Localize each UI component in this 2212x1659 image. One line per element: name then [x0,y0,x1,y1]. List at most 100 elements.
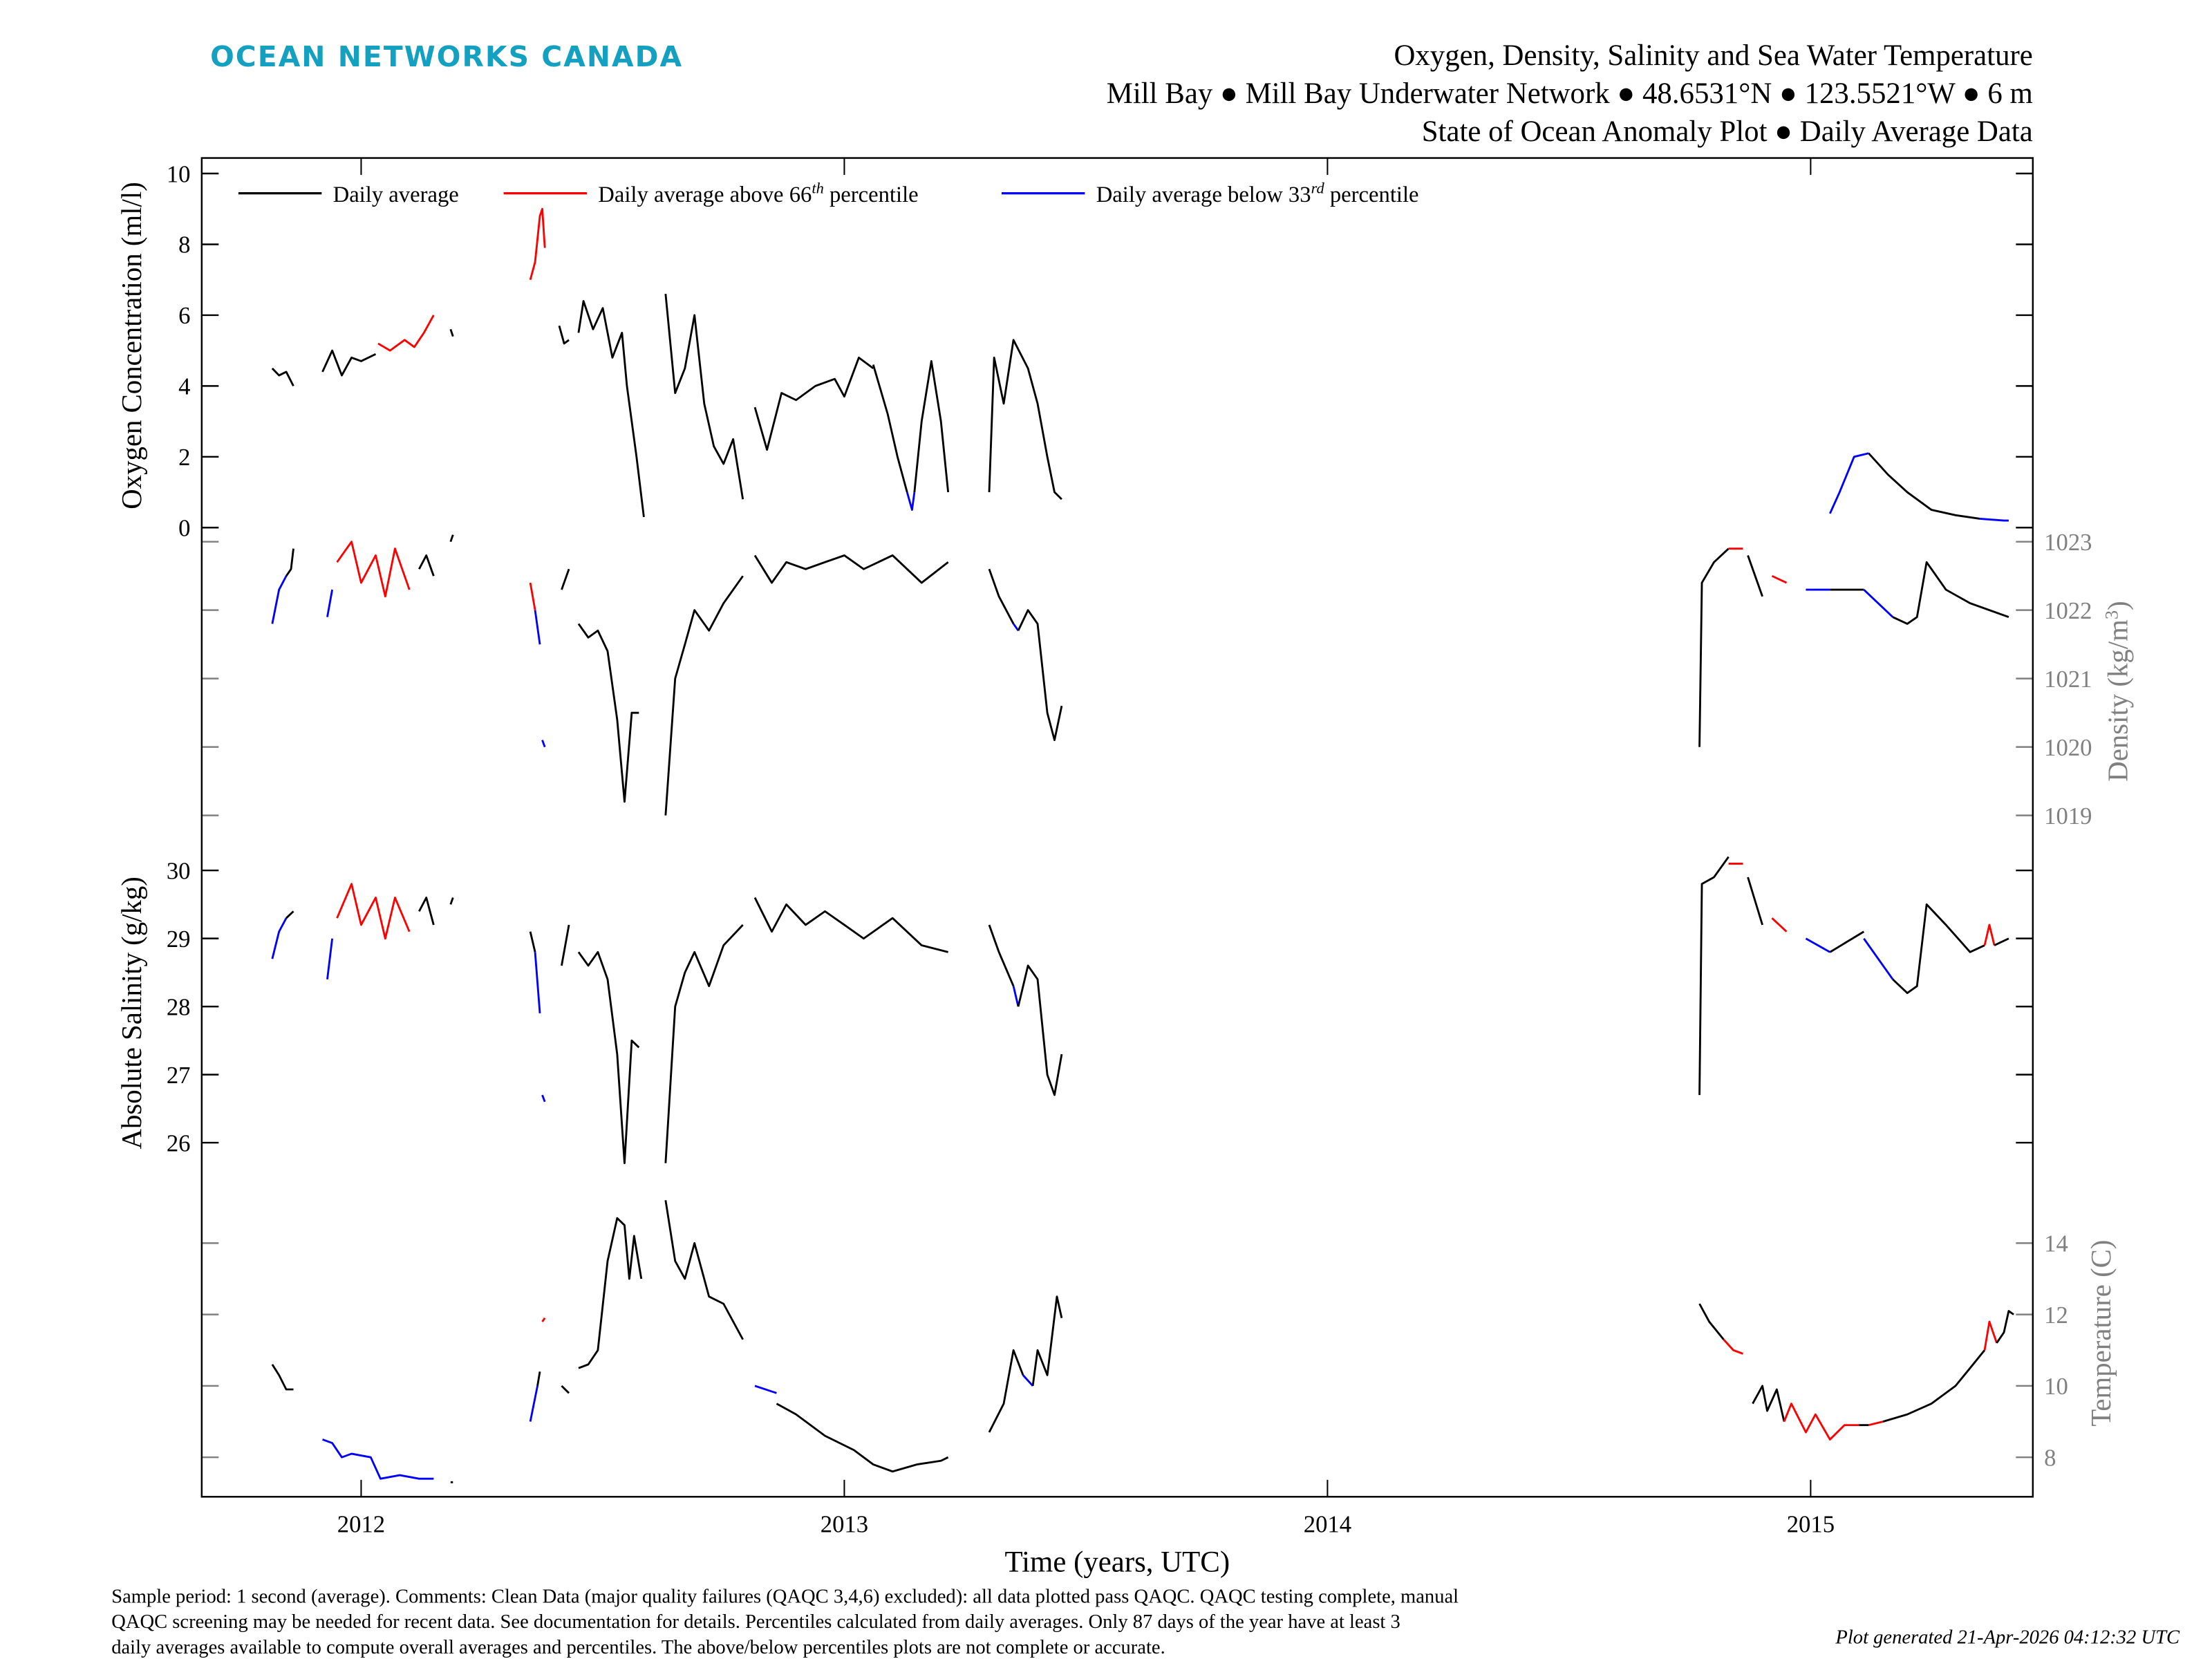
salinity-series-above [1983,924,1996,946]
oxygen-series-daily [913,360,950,493]
legend: Daily average Daily average above 66th pe… [238,180,1419,207]
temperature-series-daily [271,1364,294,1391]
density-axis-label: Density (kg/m3) [2101,601,2133,781]
salinity-tick-label: 28 [167,993,191,1020]
legend-label-sup: rd [1311,180,1325,197]
density-series-daily [753,554,949,584]
density-series-daily [577,623,639,803]
temperature-tick-label: 14 [2044,1230,2068,1257]
oxygen-axis-label-text: Oxygen Concentration (ml/l) [116,182,147,509]
density-series-below [326,589,334,617]
oxygen-series-above [529,207,546,281]
salinity-tick-label: 26 [167,1130,191,1156]
temperature-series-below [529,1385,538,1422]
density-series-daily [561,568,570,590]
oxygen-tick-label: 10 [167,160,191,187]
temperature-series-daily [776,1403,949,1473]
temperature-series-daily [561,1385,570,1394]
oxygen-tick-label: 6 [178,302,190,329]
oxygen-series-below [906,491,916,511]
salinity-series-below [1863,937,1894,980]
salinity-series-daily [1994,937,2009,946]
oxygen-series-below [1829,452,1869,514]
oxygen-series-daily [271,367,294,387]
x-axis-label: Time (years, UTC) [1004,1546,1230,1578]
salinity-series-daily [1747,877,1763,926]
temperature-axis-label: Temperature (C) [2086,1240,2117,1427]
temperature-series-daily [1031,1295,1063,1387]
legend-label-sup: th [812,180,823,197]
temperature-series-daily [664,1200,744,1340]
density-tick-label: 1020 [2044,734,2092,761]
temperature-axis-label-text: Temperature (C) [2086,1240,2117,1427]
chart-subtitle-type: State of Ocean Anomaly Plot ● Daily Aver… [1422,115,2033,148]
chart-subtitle-location: Mill Bay ● Mill Bay Underwater Network ●… [1107,77,2033,110]
density-axis-label-sup: 3 [2101,610,2121,619]
plot-area: 2012 2013 2014 2015 0 2 4 6 8 10 Oxygen Concentrat… [116,158,2134,1537]
temperature-series-above [1983,1320,1998,1351]
legend-label-1: Daily average above 66th percentile [598,180,918,207]
temperature-series-daily [1882,1349,1986,1423]
salinity-series-daily [753,897,948,953]
temperature-series-daily [536,1371,541,1387]
axes-box [200,157,2034,1498]
chart-title: Oxygen, Density, Salinity and Sea Water … [1394,39,2032,72]
oxygen-tick-label: 8 [178,232,190,259]
salinity-series-below [1012,986,1020,1007]
salinity-series-daily [529,931,536,953]
salinity-tick-label: 27 [167,1062,191,1089]
salinity-axis-label: Absolute Salinity (g/kg) [116,877,147,1149]
salinity-axis-label-text: Absolute Salinity (g/kg) [116,877,147,1149]
oxygen-series-daily [558,325,570,345]
temperature-series-below [754,1385,777,1394]
density-tick-label: 1021 [2044,666,2092,693]
density-series-daily [1698,547,1730,747]
temperature-series-daily [988,1349,1024,1433]
ocean-networks-canada-logo: OCEAN NETWORKS CANADA [210,40,683,73]
salinity-series-daily [285,910,294,919]
oxygen-series-daily [449,328,454,337]
salinity-series-below [534,952,541,1014]
oxygen-series-daily [988,339,1062,500]
x-tick-label: 2015 [1787,1510,1835,1537]
salinity-series-daily [577,950,640,1165]
density-series-above [1771,574,1788,584]
legend-label-post: percentile [1324,182,1419,207]
temperature-series-daily [578,1217,643,1369]
temperature-series-daily [1752,1385,1785,1422]
temperature-tick-label: 12 [2044,1302,2068,1329]
temperature-series-above [1868,1421,1884,1427]
temperature-series-daily [1698,1303,1725,1340]
density-tick-label: 1019 [2044,803,2092,830]
x-tick-label: 2014 [1304,1510,1351,1537]
footer-line-3: daily averages available to compute over… [111,1637,1165,1658]
oxygen-tick-label: 2 [178,444,190,471]
oxygen-series-daily [872,364,908,493]
temperature-series-daily [1996,1310,2014,1344]
oxygen-axis-label: Oxygen Concentration (ml/l) [116,182,147,509]
oxygen-series-daily [1868,452,1980,520]
salinity-series-daily [1017,964,1063,1096]
salinity-series-above [336,883,411,940]
oxygen-series-daily [577,300,645,518]
x-tick-label: 2013 [821,1510,868,1537]
density-series-above [529,582,536,610]
salinity-series-daily [418,897,435,926]
oxygen-series-daily [753,356,874,451]
density-series-daily [664,575,744,816]
density-series-daily [1017,609,1063,742]
temperature-tick-label: 10 [2044,1373,2068,1400]
plot-generated-timestamp: Plot generated 21-Apr-2026 04:12:32 UTC [1835,1627,2180,1649]
density-series-below [271,575,288,624]
density-series-daily [418,554,435,577]
temperature-series-below [1022,1374,1034,1387]
salinity-tick-label: 29 [167,926,191,953]
oxygen-series-daily [664,293,744,500]
temperature-series-above [1783,1403,1859,1441]
density-series-below [1012,623,1020,632]
density-series-daily [285,548,294,577]
legend-label-text: Daily average below 33 [1096,182,1311,207]
temperature-series-above [1723,1338,1743,1355]
